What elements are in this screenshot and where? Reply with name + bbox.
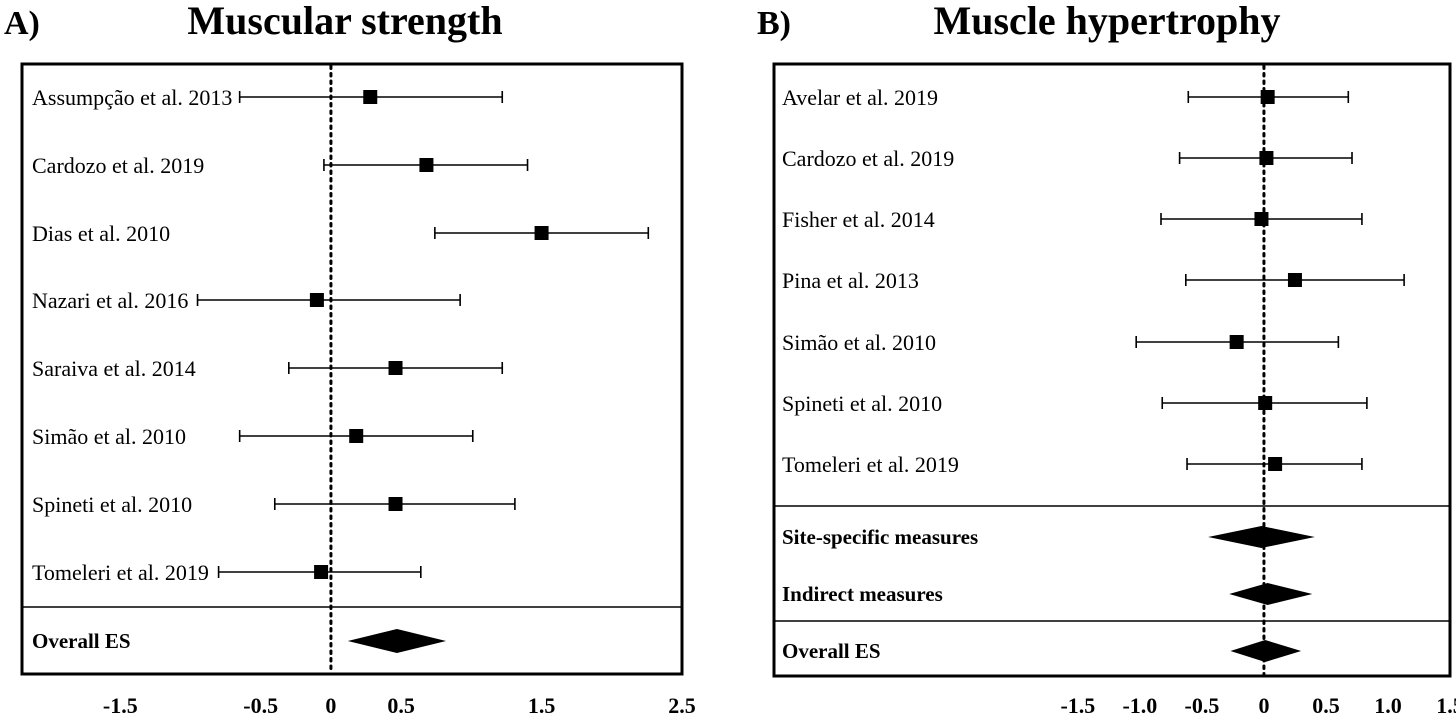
panel-b-tick-label: 1.0 xyxy=(1374,693,1402,718)
panel-a-effect-marker xyxy=(314,565,329,579)
panel-b-effect-marker xyxy=(1254,212,1269,226)
panel-b-tick-label: -1.0 xyxy=(1122,693,1157,718)
panel-b-effect-marker xyxy=(1268,457,1283,471)
panel-a-study-label: Dias et al. 2010 xyxy=(32,221,170,246)
panel-a-effect-marker xyxy=(309,293,324,307)
panel-a-study-label: Assumpção et al. 2013 xyxy=(32,85,232,110)
panel-b-effect-marker xyxy=(1260,90,1275,104)
panel-b-tick-label: 0.5 xyxy=(1312,693,1340,718)
panel-b-study-label: Simão et al. 2010 xyxy=(782,330,936,355)
panel-a-effect-marker xyxy=(388,361,403,375)
panel-b-study-label: Avelar et al. 2019 xyxy=(782,85,938,110)
panel-b-label: B) xyxy=(757,5,791,42)
panel-a-tick-label: -0.5 xyxy=(243,693,278,718)
panel-b-study-label: Tomeleri et al. 2019 xyxy=(782,452,959,477)
panel-b-tick-label: 0 xyxy=(1258,693,1269,718)
panel-a-study-label: Spineti et al. 2010 xyxy=(32,492,192,517)
panel-a-study-label: Simão et al. 2010 xyxy=(32,424,186,449)
panel-a-effect-marker xyxy=(419,158,434,172)
panel-a-tick-label: -1.5 xyxy=(103,693,138,718)
panel-a-tick-label: 2.5 xyxy=(668,693,696,718)
panel-a-effect-marker xyxy=(349,429,364,443)
panel-a-frame xyxy=(20,62,684,676)
panel-b-summary-diamond xyxy=(1208,526,1315,548)
panel-a-x-axis-ticks: -1.5 -0.5 0 0.5 1.5 2.5 xyxy=(103,693,696,718)
panel-b-marks xyxy=(1135,90,1405,662)
panel-b-effect-marker xyxy=(1287,273,1302,287)
panel-a-tick-label: 0 xyxy=(325,693,336,718)
panel-b-summary-diamond xyxy=(1230,640,1302,662)
panel-a-tick-label: 0.5 xyxy=(387,693,415,718)
panel-b-tick-label: -0.5 xyxy=(1185,693,1220,718)
panel-b-tick-label: 1.5 xyxy=(1436,693,1456,718)
panel-a-summary-label: Overall ES xyxy=(32,629,131,653)
panel-a-effect-marker xyxy=(363,90,378,104)
panel-a-marks xyxy=(196,90,650,653)
panel-b-summary-label: Overall ES xyxy=(782,639,881,663)
panel-a-summary-diamond xyxy=(347,629,447,653)
panel-a-title: Muscular strength xyxy=(187,0,502,43)
panel-a-muscular-strength: A) Muscular strength Assumpção et al. 20… xyxy=(4,0,696,718)
panel-a-tick-label: 1.5 xyxy=(528,693,556,718)
panel-a-effect-marker xyxy=(388,497,403,511)
panel-b-muscle-hypertrophy: B) Muscle hypertrophy Avelar et al. 2019… xyxy=(757,0,1456,718)
panel-b-summary-diamond xyxy=(1229,583,1313,605)
panel-b-x-axis-ticks: -1.5 -1.0 -0.5 0 0.5 1.0 1.5 xyxy=(1060,693,1456,718)
panel-b-effect-marker xyxy=(1259,151,1274,165)
panel-b-study-label: Cardozo et al. 2019 xyxy=(782,146,954,171)
panel-a-study-label: Cardozo et al. 2019 xyxy=(32,153,204,178)
panel-b-summary-label: Site-specific measures xyxy=(782,525,978,549)
panel-a-study-label: Nazari et al. 2016 xyxy=(32,288,188,313)
panel-a-effect-marker xyxy=(534,226,549,240)
panel-b-study-label: Spineti et al. 2010 xyxy=(782,391,942,416)
panel-a-label: A) xyxy=(4,5,40,42)
panel-b-title: Muscle hypertrophy xyxy=(933,0,1280,43)
panel-b-frame xyxy=(772,62,1452,678)
panel-a-study-label: Tomeleri et al. 2019 xyxy=(32,560,209,585)
panel-b-tick-label: -1.5 xyxy=(1060,693,1095,718)
panel-b-effect-marker xyxy=(1258,396,1273,410)
panel-b-summary-label: Indirect measures xyxy=(782,582,943,606)
panel-b-study-label: Fisher et al. 2014 xyxy=(782,207,935,232)
panel-b-study-label: Pina et al. 2013 xyxy=(782,268,919,293)
panel-b-effect-marker xyxy=(1229,335,1244,349)
panel-a-study-label: Saraiva et al. 2014 xyxy=(32,356,196,381)
